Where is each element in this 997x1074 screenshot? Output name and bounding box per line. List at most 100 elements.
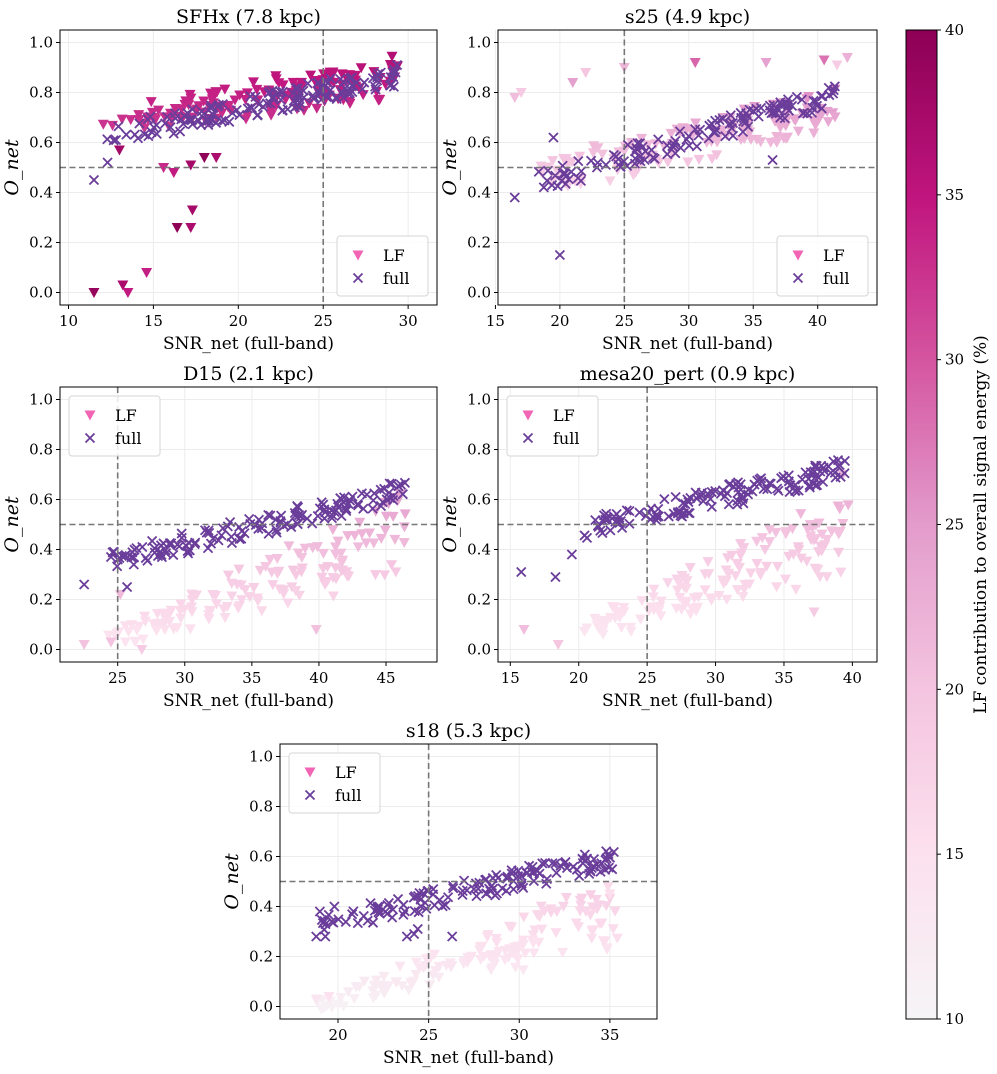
- full-point: [204, 527, 215, 539]
- lf-point: [625, 622, 637, 633]
- full-point: [662, 149, 673, 160]
- full-point: [335, 74, 346, 85]
- full-point: [705, 493, 716, 505]
- full-point: [447, 931, 458, 942]
- full-point: [632, 138, 643, 149]
- lf-point: [316, 572, 328, 583]
- lf-point: [145, 97, 157, 108]
- full-point: [263, 509, 274, 521]
- y-tick-label: 0.8: [467, 84, 491, 102]
- y-axis-label: O_net: [221, 853, 243, 910]
- legend-full-marker: [522, 432, 534, 444]
- lf-point: [832, 501, 844, 512]
- y-tick-label: 0.2: [249, 948, 273, 966]
- y-tick-label: 0.4: [249, 898, 273, 916]
- lf-point: [317, 548, 329, 559]
- full-point: [726, 123, 737, 134]
- lf-point: [597, 625, 609, 636]
- full-point: [680, 498, 691, 510]
- legend-lf-label: LF: [383, 246, 405, 265]
- x-tick-label: 30: [706, 669, 725, 687]
- full-point: [292, 502, 304, 513]
- full-point: [213, 535, 224, 546]
- points: [88, 51, 403, 298]
- lf-point: [764, 537, 776, 548]
- lf-point: [722, 553, 734, 564]
- full-point: [352, 918, 363, 929]
- y-tick-label: 0.0: [29, 641, 53, 659]
- full-point: [447, 880, 459, 891]
- lf-point: [295, 567, 307, 578]
- lf-point: [713, 590, 725, 601]
- lf-point: [643, 606, 655, 617]
- x-tick-label: 35: [600, 1026, 619, 1044]
- x-tick-label: 20: [550, 312, 569, 330]
- full-point: [346, 72, 357, 83]
- lf-point: [252, 596, 264, 607]
- full-point: [294, 101, 305, 112]
- lf-point: [122, 288, 134, 298]
- x-tick-label: 25: [638, 669, 657, 687]
- lf-point: [265, 110, 277, 121]
- lf-point: [360, 538, 372, 549]
- y-axis-label: O_net: [1, 139, 23, 196]
- lf-point: [184, 624, 196, 635]
- full-point: [392, 893, 404, 905]
- lf-point: [648, 584, 660, 595]
- lf-point: [305, 70, 317, 81]
- lf-point: [336, 69, 348, 80]
- full-point: [105, 551, 117, 563]
- full-point: [227, 107, 238, 119]
- y-tick-label: 1.0: [29, 391, 53, 409]
- lf-point: [600, 618, 612, 629]
- lf-point: [681, 576, 693, 587]
- lf-point: [311, 103, 323, 114]
- lf-point: [745, 568, 757, 579]
- full-point: [546, 179, 558, 191]
- lf-point: [721, 594, 733, 605]
- lf-point: [375, 533, 387, 544]
- full-point: [599, 864, 611, 875]
- lf-point: [575, 179, 587, 190]
- lf-point: [184, 89, 196, 100]
- lf-point: [618, 602, 630, 613]
- full-point: [561, 862, 573, 874]
- lf-point: [822, 117, 834, 128]
- full-point: [807, 468, 818, 479]
- legend-lf-marker: [304, 767, 316, 778]
- full-point: [336, 510, 347, 522]
- lf-point: [354, 517, 366, 528]
- lf-point: [299, 543, 311, 554]
- x-axis-label: SNR_net (full-band): [383, 1048, 554, 1068]
- full-point: [385, 72, 396, 83]
- lf-point: [604, 176, 616, 187]
- full-point: [168, 549, 179, 561]
- full-point: [573, 156, 584, 167]
- full-point: [388, 64, 400, 75]
- lf-point: [512, 945, 524, 956]
- full-point: [408, 928, 420, 940]
- lf-point: [105, 637, 117, 648]
- full-point: [470, 878, 482, 889]
- full-point: [501, 885, 512, 896]
- legend-full-label: full: [553, 429, 579, 448]
- lf-point: [137, 634, 149, 645]
- lf-point: [690, 606, 702, 617]
- lf-point: [795, 553, 807, 564]
- lf-point: [125, 115, 137, 126]
- lf-point: [545, 904, 557, 915]
- lf-point: [292, 548, 304, 559]
- full-point: [702, 488, 713, 499]
- lf-point: [586, 902, 598, 913]
- full-point: [332, 498, 343, 510]
- lf-point: [780, 574, 792, 585]
- full-point: [308, 93, 319, 104]
- lf-point: [370, 990, 382, 1001]
- full-point: [659, 494, 670, 505]
- lf-point: [158, 163, 170, 173]
- full-point: [246, 102, 257, 113]
- lf-point: [335, 565, 347, 576]
- lf-point: [586, 926, 598, 937]
- lf-point: [209, 90, 221, 101]
- lf-point: [260, 561, 272, 572]
